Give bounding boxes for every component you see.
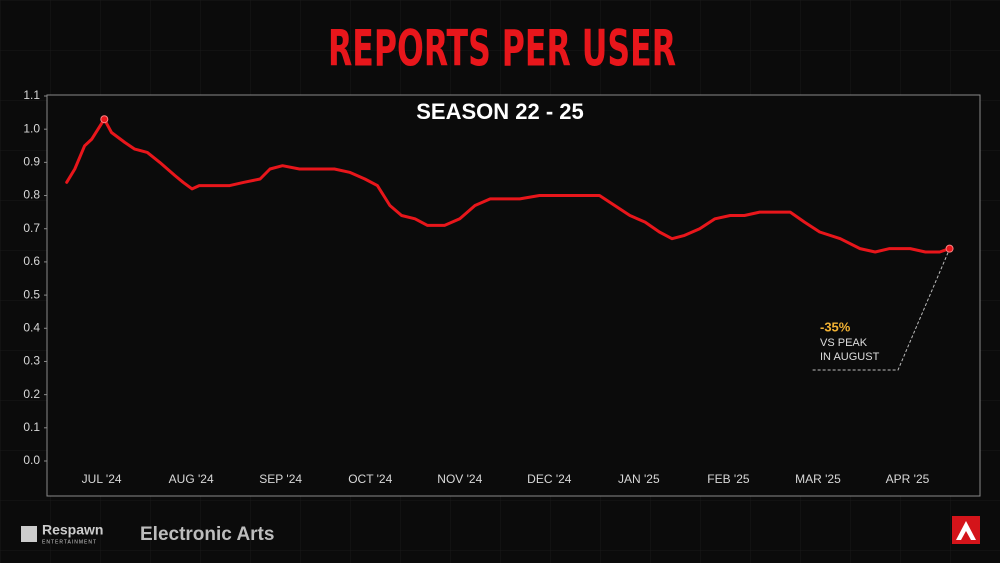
y-tick-label: 0.0	[23, 453, 40, 467]
x-tick-label: NOV '24	[437, 472, 482, 486]
chart-title: REPORTS PER USER	[328, 20, 676, 78]
x-tick-label: MAR '25	[795, 472, 841, 486]
y-tick-label: 0.2	[23, 387, 40, 401]
y-tick-label: 0.3	[23, 354, 40, 368]
respawn-name: Respawn	[42, 522, 103, 538]
annotation-text: VS PEAK	[820, 337, 868, 349]
y-tick-label: 1.1	[23, 88, 40, 102]
publisher-name: Electronic Arts	[140, 524, 274, 545]
data-line	[65, 117, 952, 254]
y-tick-label: 0.6	[23, 254, 40, 268]
annotation-text: IN AUGUST	[820, 351, 880, 363]
annotation-leader	[812, 247, 951, 371]
y-tick-label: 0.4	[23, 320, 40, 334]
apex-logo	[952, 516, 980, 544]
y-tick-label: 0.8	[23, 188, 40, 202]
apex-icon	[956, 521, 976, 540]
x-tick-label: SEP '24	[259, 472, 302, 486]
x-tick-label: JUL '24	[82, 472, 122, 486]
plot-frame	[46, 94, 981, 497]
data-marker	[100, 115, 109, 124]
annotation-headline: -35%	[820, 319, 851, 334]
y-tick-label: 0.1	[23, 420, 40, 434]
y-tick-label: 0.7	[23, 221, 40, 235]
data-marker	[945, 244, 954, 253]
respawn-subtitle: ENTERTAINMENT	[42, 539, 97, 545]
y-tick-label: 0.9	[23, 155, 40, 169]
y-tick-label: 0.5	[23, 287, 40, 301]
x-tick-label: JAN '25	[618, 472, 660, 486]
chart-subtitle: SEASON 22 - 25	[416, 99, 584, 124]
x-tick-label: APR '25	[886, 472, 930, 486]
respawn-logo: Respawn ENTERTAINMENT	[21, 522, 103, 545]
x-tick-label: FEB '25	[707, 472, 750, 486]
x-tick-label: DEC '24	[527, 472, 572, 486]
x-tick-label: OCT '24	[348, 472, 392, 486]
y-tick-label: 1.0	[23, 121, 40, 135]
respawn-icon	[21, 526, 37, 542]
x-tick-label: AUG '24	[169, 472, 214, 486]
